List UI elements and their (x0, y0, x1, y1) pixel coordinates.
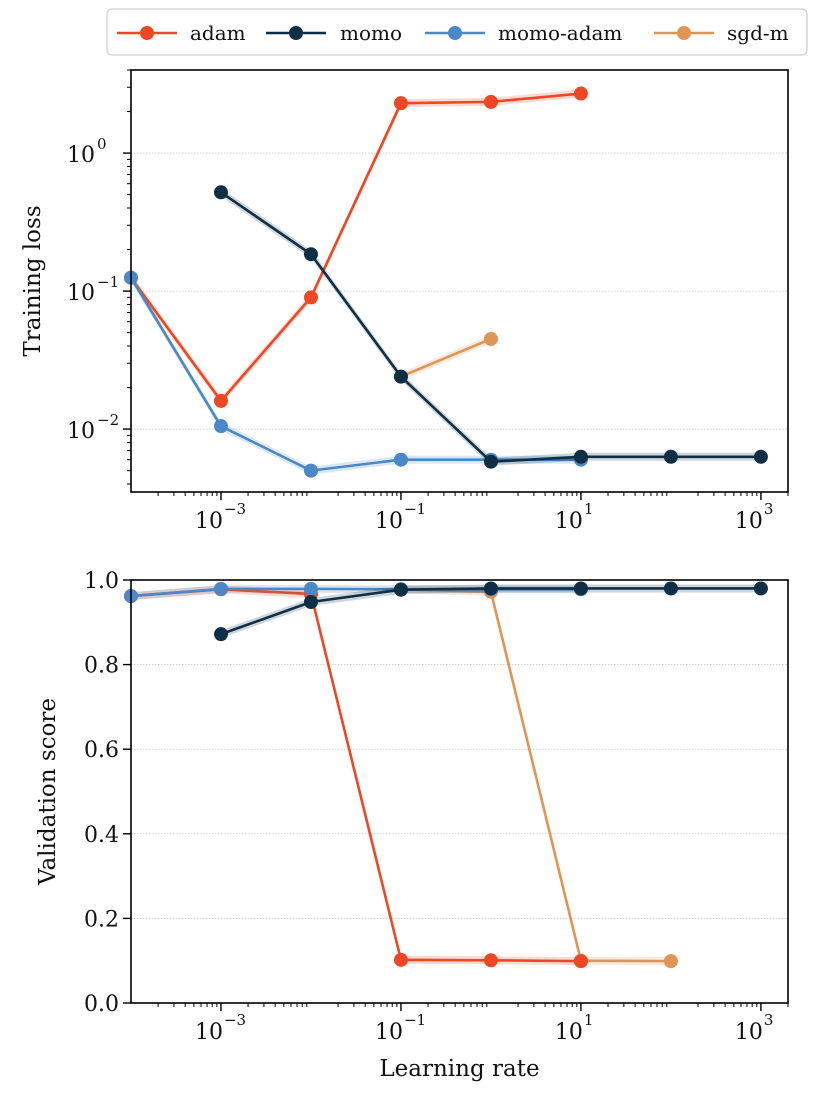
y-axis-title: Training loss (20, 205, 46, 356)
point-momo-5 (663, 449, 678, 464)
legend-entry-momo: momo (266, 21, 402, 45)
x-tick-label-0: 10 (195, 1020, 223, 1045)
legend-entry-momo-adam: momo-adam (425, 21, 622, 45)
point-sgd-m-3 (663, 954, 678, 969)
legend-label-momo: momo (340, 21, 402, 45)
legend-entry-adam: adam (117, 21, 246, 45)
y-tick-exponent-0: −2 (97, 411, 119, 429)
axes-frame (130, 579, 789, 1004)
x-tick-exponent-1: −1 (404, 500, 426, 518)
point-adam-3 (393, 952, 408, 967)
legend-entry-sgd-m: sgd-m (654, 21, 789, 45)
point-momo-2 (393, 582, 408, 597)
series-line-momo (220, 191, 761, 464)
point-momo-adam-2 (303, 581, 318, 596)
x-tick-label-2: 10 (555, 1020, 583, 1045)
point-adam-1 (213, 393, 228, 408)
axes-frame (130, 69, 789, 493)
point-momo-adam-1 (213, 581, 228, 596)
y-tick-label-4: 0.8 (84, 654, 119, 679)
point-momo-4 (573, 581, 588, 596)
point-adam-4 (483, 953, 498, 968)
point-momo-0 (213, 627, 228, 642)
y-tick-label-3: 0.6 (84, 738, 119, 763)
point-momo-adam-1 (213, 419, 228, 434)
x-tick-exponent-2: 1 (584, 500, 594, 518)
point-momo-6 (753, 581, 768, 596)
series-line-sgd-m (400, 337, 492, 378)
x-tick-exponent-3: 3 (764, 1011, 774, 1029)
series-line-sgd-m (400, 588, 671, 963)
series-line-adam (129, 92, 582, 403)
x-tick-label-1: 10 (375, 1020, 403, 1045)
y-tick-label-2: 0.4 (84, 823, 119, 848)
point-momo-4 (573, 449, 588, 464)
point-adam-5 (573, 86, 588, 101)
y-tick-label-2: 10 (67, 143, 95, 168)
point-momo-6 (753, 449, 768, 464)
validation-score-panel: 0.00.20.40.60.81.010 −3 10 −1 10 1 10 3Validati… (35, 569, 789, 1082)
point-momo-5 (663, 581, 678, 596)
point-momo-0 (213, 185, 228, 200)
y-tick-label-5: 1.0 (84, 569, 119, 594)
legend-label-adam: adam (190, 21, 246, 45)
series-line-momo-adam (129, 277, 581, 472)
legend-marker-momo (289, 26, 303, 40)
point-adam-5 (573, 954, 588, 969)
y-tick-label-0: 0.0 (84, 992, 119, 1017)
legend-marker-sgd-m (677, 26, 691, 40)
point-momo-1 (303, 594, 318, 609)
x-tick-exponent-3: 3 (764, 500, 774, 518)
series-band-momo (220, 584, 761, 639)
x-tick-label-3: 10 (735, 1020, 763, 1045)
y-tick-label-1: 0.2 (84, 907, 119, 932)
point-momo-2 (393, 369, 408, 384)
y-tick-label-0: 10 (67, 419, 95, 444)
point-adam-3 (393, 96, 408, 111)
point-adam-4 (483, 94, 498, 109)
legend-label-sgd-m: sgd-m (727, 21, 789, 45)
series-band-momo (220, 188, 761, 466)
legend: adam momo momo-adam sgd-m (106, 8, 808, 56)
x-tick-label-2: 10 (555, 509, 583, 534)
series-line-adam (130, 588, 581, 963)
point-sgd-m-1 (483, 331, 498, 346)
point-momo-adam-3 (393, 452, 408, 467)
legend-marker-momo-adam (448, 26, 462, 40)
series-band-momo-adam (131, 273, 581, 475)
x-tick-label-1: 10 (375, 509, 403, 534)
x-tick-exponent-0: −3 (224, 1011, 246, 1029)
x-tick-label-3: 10 (735, 509, 763, 534)
y-tick-exponent-1: −1 (97, 273, 119, 291)
y-tick-exponent-2: 0 (97, 135, 107, 153)
legend-label-momo-adam: momo-adam (498, 21, 622, 45)
point-momo-1 (303, 247, 318, 262)
point-momo-3 (483, 581, 498, 596)
point-adam-2 (303, 290, 318, 305)
x-tick-exponent-2: 1 (584, 1011, 594, 1029)
series-band-adam (131, 89, 581, 405)
point-momo-3 (483, 454, 498, 469)
point-momo-adam-2 (303, 463, 318, 478)
x-tick-label-0: 10 (195, 509, 223, 534)
x-tick-exponent-1: −1 (404, 1011, 426, 1029)
x-tick-exponent-0: −3 (224, 500, 246, 518)
y-tick-label-1: 10 (67, 281, 95, 306)
y-axis-title: Validation score (35, 698, 61, 886)
legend-marker-adam (140, 26, 154, 40)
x-axis-title: Learning rate (379, 1056, 539, 1082)
